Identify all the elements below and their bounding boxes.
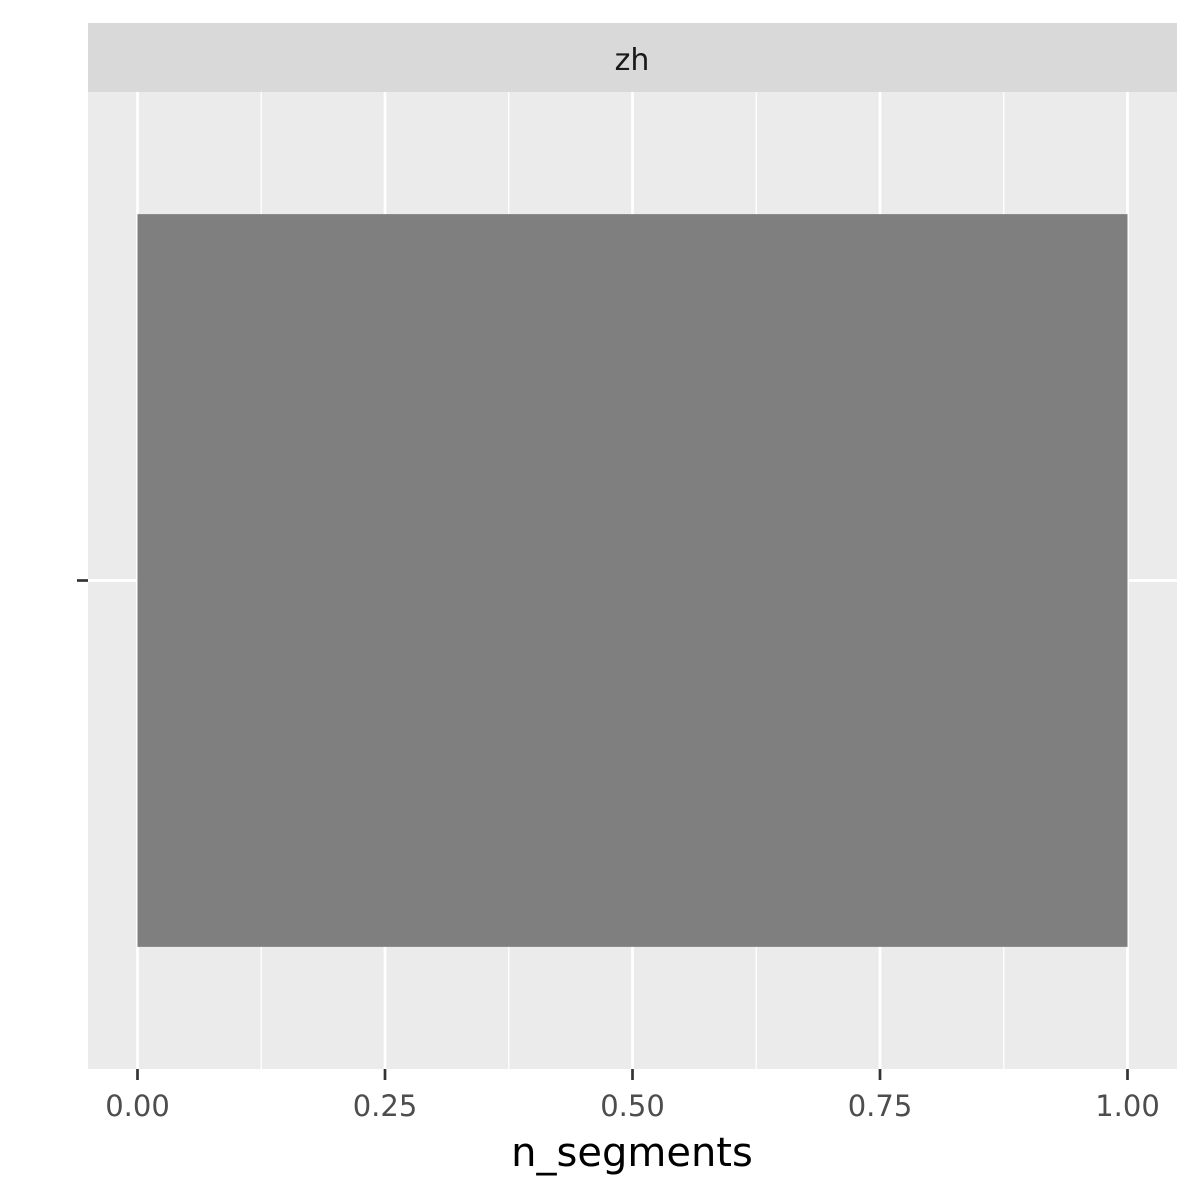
- bars: [137, 214, 1128, 947]
- x-axis-ticks: 0.00 0.25 0.50 0.75 1.00: [105, 1069, 1160, 1123]
- bar: [137, 214, 1128, 947]
- x-axis-title: n_segments: [511, 1130, 753, 1176]
- facet-strip: [88, 23, 1177, 92]
- facet-label: zh: [615, 43, 650, 78]
- x-tick-label: 0.75: [848, 1089, 913, 1123]
- x-tick-label: 0.50: [600, 1089, 665, 1123]
- x-tick-label: 0.25: [353, 1089, 418, 1123]
- x-tick-label: 0.00: [105, 1089, 170, 1123]
- x-tick-label: 1.00: [1095, 1089, 1160, 1123]
